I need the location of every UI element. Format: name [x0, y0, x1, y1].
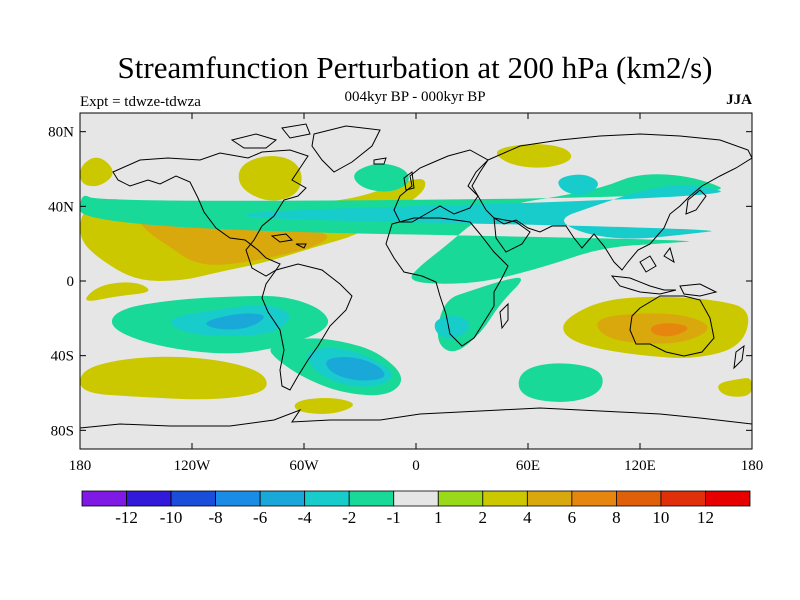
contour-region-south-atlantic-negative-max: [326, 356, 385, 381]
contour-region-indian-ocean-negative-core: [434, 316, 469, 339]
contour-region-central-asia-negative-core: [558, 174, 598, 196]
colorbar-swatch: [304, 490, 350, 507]
x-axis: 180 120W 60W 0 60E 120E 180: [69, 113, 764, 474]
y-axis: 80N 40N 0 40S 80S: [48, 125, 752, 439]
x-tick-label: 120E: [624, 458, 656, 474]
coastline-indonesia: [610, 246, 677, 295]
colorbar-label: -2: [342, 508, 356, 527]
y-tick-label: 80N: [48, 125, 74, 141]
colorbar: -12 -10 -8 -6 -4 -2 -1 1 2 4 6 8 10 12: [81, 490, 751, 527]
coastline-australia: [629, 295, 715, 357]
contour-region-south-pacific-positive: [86, 282, 149, 301]
chart-title: Streamfunction Perturbation at 200 hPa (…: [117, 50, 713, 85]
contour-region-south-pacific-high-positive: [80, 356, 267, 400]
colorbar-label: 4: [523, 508, 532, 527]
experiment-label: Expt = tdwze-tdwza: [80, 94, 201, 110]
contour-region-north-atlantic-negative: [354, 163, 409, 192]
contour-region-south-pacific-negative-max: [206, 313, 264, 330]
coastline-antarctica: [80, 407, 752, 429]
colorbar-swatch: [170, 490, 216, 507]
contour-fields: [80, 144, 752, 414]
coastline-africa: [385, 217, 509, 347]
colorbar-label: -4: [298, 508, 313, 527]
colorbar-swatch: [616, 490, 662, 507]
contour-region-southern-ocean-negative: [518, 363, 603, 402]
x-tick-label: 60W: [289, 458, 319, 474]
y-tick-label: 40N: [48, 199, 74, 215]
coastline-asia: [471, 133, 752, 271]
contour-region-australia-positive-max: [650, 323, 688, 337]
coastline-arabia: [493, 217, 531, 253]
colorbar-swatch: [571, 490, 617, 507]
contour-region-southern-ocean-positive: [718, 378, 752, 397]
coastline-north-america: [112, 149, 309, 277]
season-label: JJA: [726, 92, 752, 108]
contour-region-asia-pacific-negative: [80, 174, 721, 284]
x-tick-label: 180: [741, 458, 764, 474]
contour-region-antarctic-positive: [294, 397, 353, 414]
colorbar-swatch: [482, 490, 528, 507]
colorbar-swatch: [126, 490, 172, 507]
x-tick-label: 60E: [516, 458, 540, 474]
colorbar-swatch: [393, 490, 439, 507]
colorbar-label: -12: [115, 508, 138, 527]
coastline-new-zealand: [733, 344, 745, 370]
contour-region-north-america-positive: [238, 155, 302, 201]
colorbar-swatch: [705, 490, 751, 507]
coastline-madagascar: [499, 302, 509, 330]
colorbar-swatch: [526, 490, 573, 507]
colorbar-label: -10: [160, 508, 183, 527]
contour-region-arctic-positive: [496, 144, 572, 168]
colorbar-label: 12: [697, 508, 714, 527]
colorbar-swatch: [215, 490, 261, 507]
coastline-british-isles: [373, 157, 415, 191]
coastline-europe: [393, 149, 489, 223]
coastline-caribbean: [270, 233, 307, 249]
coastline-south-america: [261, 263, 353, 391]
colorbar-label: 6: [568, 508, 577, 527]
coastline-greenland: [311, 125, 381, 173]
colorbar-label: 10: [652, 508, 669, 527]
chart-subtitle: 004kyr BP - 000kyr BP: [344, 89, 486, 105]
colorbar-label: 2: [479, 508, 488, 527]
x-tick-label: 120W: [174, 458, 212, 474]
colorbar-swatch: [437, 490, 484, 507]
y-tick-label: 40S: [51, 349, 74, 365]
coastlines: [80, 123, 752, 429]
colorbar-label: 1: [434, 508, 443, 527]
x-tick-label: 180: [69, 458, 92, 474]
colorbar-swatch: [348, 490, 395, 507]
colorbar-label: -8: [209, 508, 223, 527]
coastline-japan: [685, 189, 707, 215]
coastline-new-guinea: [679, 283, 718, 297]
colorbar-label: -6: [253, 508, 267, 527]
colorbar-swatch: [81, 490, 127, 507]
y-tick-label: 0: [67, 274, 75, 290]
x-tick-label: 0: [412, 458, 420, 474]
colorbar-swatch: [660, 490, 706, 507]
colorbar-label: -1: [387, 508, 401, 527]
contour-region-east-pacific-positive: [80, 157, 113, 187]
colorbar-swatch: [259, 490, 306, 507]
contour-region-asia-pacific-negative-core: [244, 185, 721, 239]
y-tick-label: 80S: [51, 423, 74, 439]
colorbar-label: 8: [612, 508, 621, 527]
coastline-arctic-islands: [230, 123, 311, 149]
